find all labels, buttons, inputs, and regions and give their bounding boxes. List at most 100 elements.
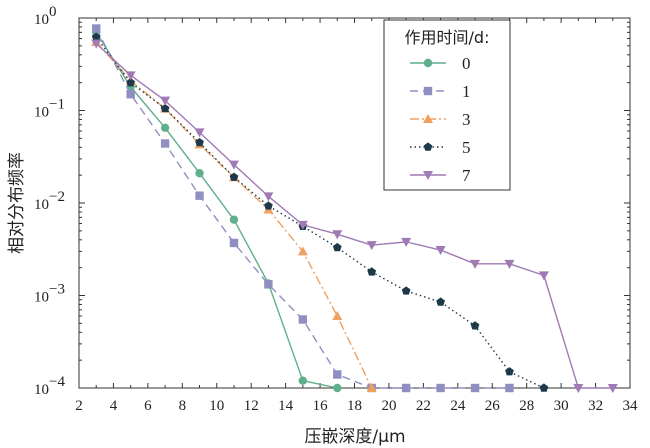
data-point-7 xyxy=(228,160,239,170)
legend-label-0: 0 xyxy=(462,54,471,73)
data-point-1 xyxy=(505,383,514,393)
data-point-7 xyxy=(263,192,274,202)
x-tick-label: 18 xyxy=(347,398,362,414)
data-point-1 xyxy=(436,383,445,393)
data-point-1 xyxy=(229,238,239,248)
series-layer xyxy=(91,24,618,393)
data-point-1 xyxy=(333,370,342,379)
data-point-5 xyxy=(539,383,549,392)
series-5 xyxy=(91,32,549,392)
series-line-0 xyxy=(95,31,338,389)
series-line-7 xyxy=(95,42,613,389)
data-point-1 xyxy=(195,191,204,200)
y-tick-label: 10 xyxy=(34,105,49,121)
axis-ticks xyxy=(78,17,631,389)
data-point-0 xyxy=(333,383,342,393)
data-point-7 xyxy=(470,259,481,269)
y-tick-label: 10 xyxy=(34,290,49,306)
data-point-7 xyxy=(504,259,515,269)
x-tick-label: 6 xyxy=(144,398,152,414)
series-line-5 xyxy=(95,36,545,389)
data-point-5 xyxy=(401,286,411,295)
legend-label-7: 7 xyxy=(462,166,471,185)
series-1 xyxy=(92,24,514,393)
data-point-1 xyxy=(126,90,135,99)
data-point-5 xyxy=(367,267,377,276)
y-axis-title: 相对分布频率 xyxy=(7,152,27,254)
y-tick-label: 10 xyxy=(34,12,49,28)
data-point-7 xyxy=(573,384,584,393)
data-point-5 xyxy=(229,172,239,181)
legend-marker-7 xyxy=(423,171,433,180)
legend-box xyxy=(383,19,511,191)
x-tick-label: 34 xyxy=(623,398,639,414)
data-point-7 xyxy=(607,384,618,393)
x-tick-label: 2 xyxy=(75,398,83,414)
data-point-1 xyxy=(470,383,480,393)
data-point-7 xyxy=(125,71,136,81)
legend-item-1: 1 xyxy=(410,82,471,101)
x-axis-title: 压嵌深度/μm xyxy=(304,427,405,447)
data-point-3 xyxy=(297,246,308,256)
data-point-1 xyxy=(92,24,101,33)
legend-title: 作用时间/d: xyxy=(405,28,490,47)
series-7 xyxy=(91,39,618,393)
legend-items: 0 1 3 5 7 xyxy=(410,54,471,185)
data-point-1 xyxy=(401,383,411,393)
data-point-1 xyxy=(264,280,273,289)
data-point-7 xyxy=(297,220,308,230)
x-tick-label: 10 xyxy=(209,398,224,414)
x-tick-label: 12 xyxy=(244,398,259,414)
x-tick-label: 22 xyxy=(416,398,431,414)
legend-label-5: 5 xyxy=(462,138,471,157)
data-point-3 xyxy=(332,311,343,321)
y-tick-exponent: −3 xyxy=(49,282,65,298)
data-point-0 xyxy=(298,376,308,385)
data-point-5 xyxy=(160,103,170,113)
x-tick-label: 14 xyxy=(278,398,294,414)
x-tick-label: 24 xyxy=(450,398,466,414)
legend: 作用时间/d: 0 1 3 5 7 xyxy=(383,19,511,191)
data-point-7 xyxy=(194,128,205,138)
y-tick-exponent: −4 xyxy=(49,374,65,390)
data-point-5 xyxy=(332,242,342,252)
legend-label-3: 3 xyxy=(462,110,471,129)
legend-marker-5 xyxy=(423,142,433,151)
data-point-5 xyxy=(91,32,101,41)
data-point-7 xyxy=(160,96,171,106)
data-point-7 xyxy=(401,237,412,247)
legend-marker-3 xyxy=(423,114,433,123)
data-point-1 xyxy=(160,139,170,148)
data-point-0 xyxy=(195,168,204,178)
x-tick-label: 4 xyxy=(110,398,118,414)
y-tick-exponent: −1 xyxy=(49,97,65,113)
data-point-7 xyxy=(435,246,446,256)
x-tick-label: 16 xyxy=(313,398,329,414)
plot-area-frame xyxy=(78,17,631,389)
legend-item-5: 5 xyxy=(410,138,471,157)
x-tick-label: 20 xyxy=(381,398,396,414)
data-point-5 xyxy=(264,201,273,210)
legend-item-7: 7 xyxy=(410,166,471,185)
x-tick-label: 8 xyxy=(179,398,187,414)
legend-item-0: 0 xyxy=(410,54,471,73)
y-tick-label: 10 xyxy=(34,382,49,398)
legend-label-1: 1 xyxy=(462,82,471,101)
data-point-5 xyxy=(470,321,480,330)
data-point-7 xyxy=(366,241,377,251)
legend-marker-1 xyxy=(423,86,433,96)
x-tick-label: 30 xyxy=(554,398,569,414)
legend-marker-0 xyxy=(423,58,433,68)
data-point-3 xyxy=(366,383,377,392)
data-point-7 xyxy=(538,271,549,281)
y-tick-label: 10 xyxy=(34,197,49,213)
data-point-5 xyxy=(195,137,204,147)
y-tick-exponent: −2 xyxy=(49,189,65,205)
data-point-7 xyxy=(91,39,102,49)
data-point-0 xyxy=(160,123,170,133)
x-tick-label: 32 xyxy=(588,398,603,414)
legend-item-3: 3 xyxy=(410,110,471,129)
data-point-5 xyxy=(505,367,514,376)
